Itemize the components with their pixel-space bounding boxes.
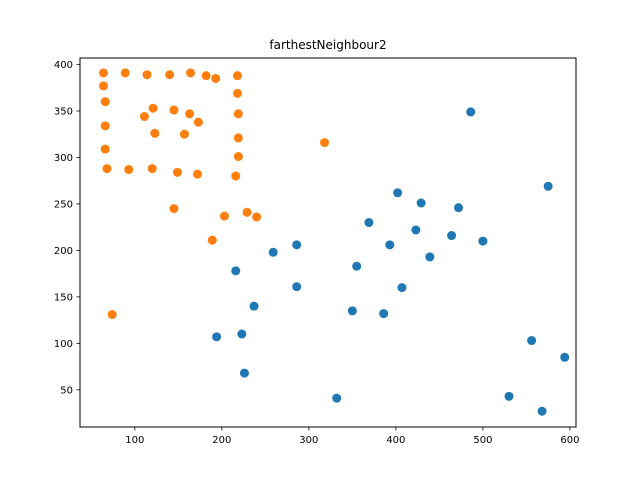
data-point: [527, 336, 537, 346]
data-point: [416, 198, 426, 208]
data-point: [242, 207, 252, 217]
data-point: [385, 240, 395, 250]
data-point: [107, 310, 117, 320]
data-point: [211, 73, 221, 83]
data-point: [179, 129, 189, 139]
x-tick-label: 100: [125, 435, 144, 446]
x-tick-label: 300: [299, 435, 318, 446]
data-point: [560, 352, 570, 362]
data-point: [239, 368, 249, 378]
data-point: [98, 68, 108, 78]
data-point: [397, 283, 407, 293]
data-point: [478, 236, 488, 246]
data-point: [454, 203, 464, 213]
data-point: [207, 235, 217, 245]
data-point: [172, 167, 182, 177]
data-point: [233, 88, 243, 98]
x-tick-label: 600: [560, 435, 579, 446]
x-tick-label: 400: [386, 435, 405, 446]
data-point: [100, 121, 110, 131]
data-point: [233, 71, 243, 81]
y-tick-label: 150: [54, 292, 73, 303]
data-point: [120, 68, 130, 78]
x-axis-ticks: 100 200 300 400 500 600: [125, 427, 579, 446]
data-point: [268, 247, 278, 257]
plot-frame: [79, 57, 577, 428]
data-point: [165, 70, 175, 80]
y-tick-label: 100: [54, 339, 73, 350]
data-point: [219, 211, 229, 221]
data-point: [379, 309, 389, 319]
data-point: [447, 231, 457, 241]
data-point: [233, 152, 243, 162]
data-point: [411, 225, 421, 235]
data-point: [292, 282, 302, 292]
data-point: [466, 107, 476, 117]
data-point: [124, 165, 134, 175]
data-point: [150, 128, 160, 138]
plot-area: [80, 58, 576, 427]
data-point: [201, 71, 211, 81]
data-point: [192, 169, 202, 179]
data-point: [237, 329, 247, 339]
data-point: [147, 164, 157, 174]
data-point: [100, 144, 110, 154]
data-point: [537, 406, 547, 416]
data-point: [186, 68, 196, 78]
y-tick-label: 200: [54, 246, 73, 257]
data-point: [543, 181, 553, 191]
data-point: [364, 218, 374, 228]
data-point: [231, 171, 241, 181]
data-point: [233, 109, 243, 119]
data-point: [231, 266, 241, 276]
data-point: [142, 70, 152, 80]
y-tick-label: 350: [54, 106, 73, 117]
data-point: [193, 117, 203, 127]
data-point: [425, 252, 435, 262]
data-point: [252, 212, 262, 222]
data-point: [292, 240, 302, 250]
data-point: [393, 188, 403, 198]
data-point: [504, 391, 514, 401]
x-tick-label: 200: [212, 435, 231, 446]
data-point: [332, 393, 342, 403]
data-point: [139, 112, 149, 122]
chart-title: farthestNeighbour2: [269, 38, 386, 52]
data-point: [169, 204, 179, 214]
x-tick-label: 500: [473, 435, 492, 446]
data-point: [100, 97, 110, 107]
y-tick-label: 250: [54, 199, 73, 210]
data-point: [249, 301, 259, 311]
data-point: [169, 105, 179, 115]
data-point: [185, 109, 195, 119]
data-point: [233, 133, 243, 143]
data-point: [320, 138, 330, 148]
data-point: [148, 103, 158, 113]
data-points: [98, 68, 570, 416]
series-2: [98, 68, 330, 320]
data-point: [347, 306, 357, 316]
data-point: [98, 81, 108, 91]
data-point: [102, 164, 112, 174]
y-tick-label: 50: [60, 385, 73, 396]
data-point: [352, 261, 362, 271]
y-tick-label: 400: [54, 60, 73, 71]
y-tick-label: 300: [54, 153, 73, 164]
data-point: [212, 332, 222, 342]
y-axis-ticks: 50 100 150 200 250 300 350 400: [54, 60, 80, 396]
series-1: [212, 107, 570, 416]
